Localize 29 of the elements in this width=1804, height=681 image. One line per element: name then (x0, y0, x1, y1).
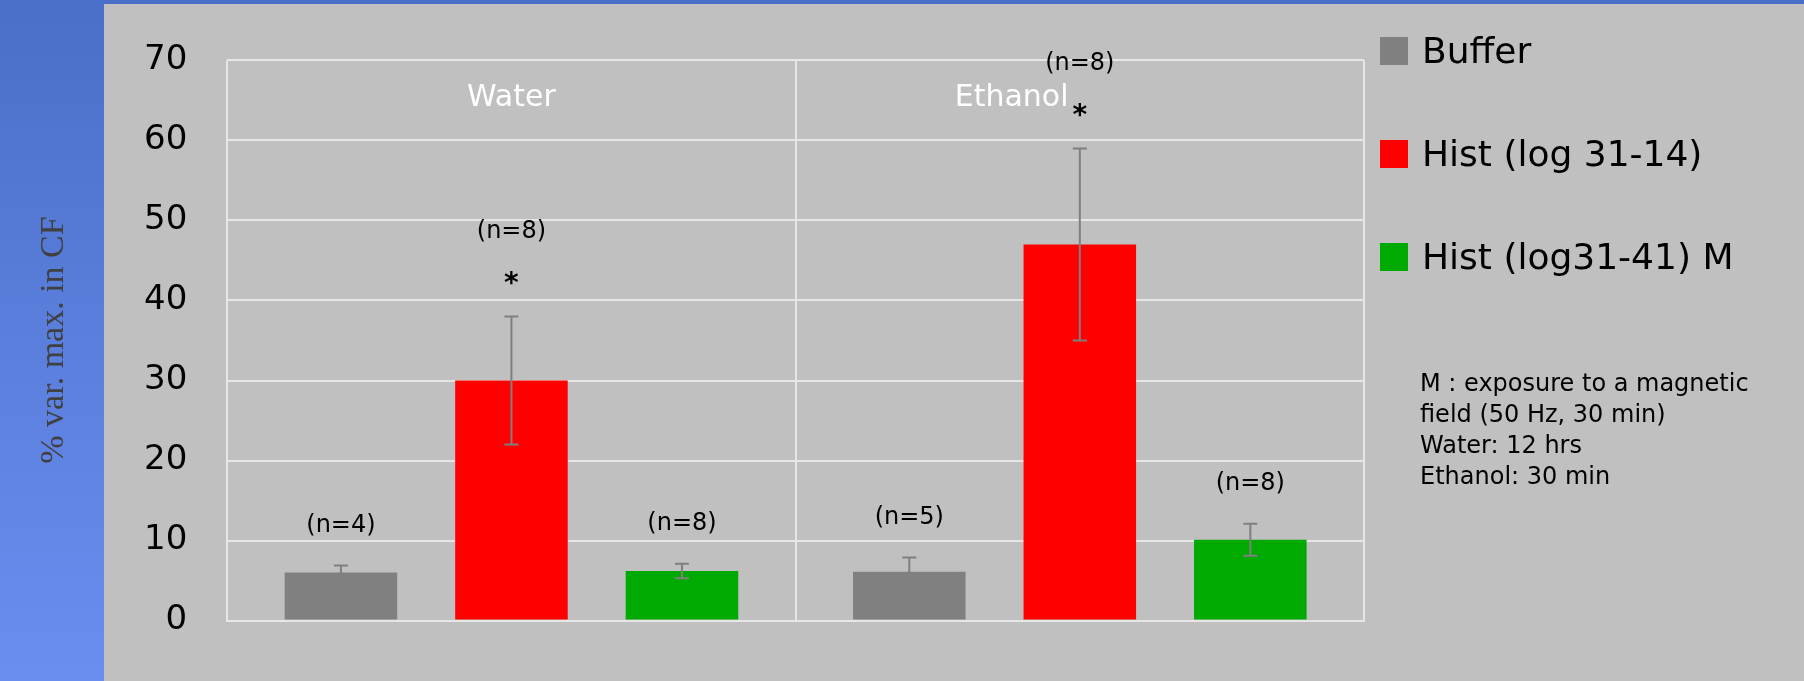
annotation: (n=8) (647, 508, 717, 537)
annotation: (n=8) (1215, 468, 1285, 496)
y-tick-label: 30 (144, 357, 188, 398)
legend-label: Hist (log31-41) M (1422, 236, 1734, 277)
text: Water: 12 hrs (1420, 430, 1583, 461)
annotation: (n=8) (476, 215, 547, 244)
text: Ethanol: 30 min (1420, 461, 1612, 492)
y-axis-title: % var. max. in CF (33, 216, 71, 464)
annotation: (n=4) (306, 509, 376, 538)
legend-label: Hist (log 31-14) (1422, 133, 1703, 174)
y-tick-label: 10 (144, 517, 188, 558)
annotation: (n=5) (874, 501, 944, 530)
y-tick-label: 40 (144, 277, 188, 318)
text: M : exposure to a magnetic field (50 Hz, 30 min) (1420, 368, 1750, 430)
y-tick-label: 60 (144, 117, 188, 158)
x-tick-label: Ethanol (954, 78, 1069, 114)
y-tick-label: 20 (144, 437, 188, 478)
annotation: * (504, 265, 520, 299)
x-tick-label: Water (467, 78, 557, 114)
annotation: * (1072, 97, 1088, 131)
annotation: (n=8) (1045, 47, 1115, 76)
bar (1023, 244, 1137, 620)
bar (625, 570, 739, 620)
y-tick-label: 0 (165, 597, 188, 638)
y-tick-label: 50 (144, 197, 188, 238)
bar (455, 380, 568, 620)
y-tick-label: 70 (144, 37, 188, 78)
bar (1194, 539, 1307, 620)
legend-label: Buffer (1422, 30, 1532, 71)
